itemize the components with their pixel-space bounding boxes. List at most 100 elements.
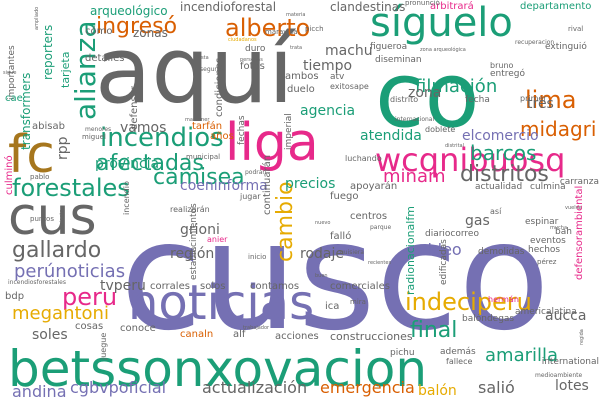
cloud-word: grioni [180, 221, 220, 238]
cloud-word: midagri [520, 116, 597, 141]
cloud-word: figueroa [370, 41, 408, 52]
cloud-word: hermán [488, 295, 519, 305]
cloud-word: maravilla [265, 28, 298, 37]
cloud-word: centros [350, 210, 388, 222]
cloud-word: provincia [95, 155, 160, 172]
cloud-word: miguel [82, 133, 106, 142]
cloud-word: entregó [490, 68, 526, 79]
cloud-word: international [541, 356, 599, 367]
cloud-word: contamos [250, 280, 300, 292]
cloud-word: diariocorreo [425, 228, 479, 239]
cloud-word: bah [555, 226, 572, 237]
cloud-word: balóndegas [462, 313, 515, 324]
cloud-word: acciones [275, 330, 319, 342]
cloud-word: alf [233, 328, 246, 340]
cloud-word: co [375, 43, 480, 149]
cloud-word: emergencia [320, 377, 415, 397]
cloud-word: incendiosforestales [8, 279, 66, 287]
cloud-word: defensor [129, 86, 140, 130]
cloud-word: megantoni [12, 303, 109, 325]
cloud-word: pichu [390, 347, 415, 358]
cloud-word: hechos [528, 244, 561, 255]
cloud-word: incendios [100, 122, 224, 153]
cloud-word: fotos [240, 60, 265, 72]
cloud-word: rodaje [300, 245, 344, 262]
cloud-word: regida [579, 329, 585, 345]
cloud-word: picch [305, 25, 324, 34]
cloud-word: vuelve [565, 204, 582, 211]
cloud-word: defensorambiental [574, 185, 585, 280]
cloud-word: nuevo [315, 219, 331, 226]
cloud-word: noticias [128, 274, 315, 331]
cloud-word: mantener [185, 116, 210, 123]
cloud-word: liga [225, 113, 319, 174]
cloud-word: ingresó [96, 13, 178, 39]
cloud-word: así [490, 207, 502, 217]
cloud-word: cae [5, 92, 23, 104]
cloud-word: betssonxovacion [8, 340, 428, 398]
cloud-word: pérez [537, 258, 557, 267]
cloud-word: tarfán [192, 120, 223, 132]
cloud-word: duro [245, 43, 266, 54]
cloud-word: jugar [240, 192, 261, 202]
cloud-word: luchando [345, 154, 382, 164]
cloud-word: duelo [287, 83, 315, 95]
cloud-word: fallece [446, 357, 473, 367]
cloud-word: realizarán [170, 205, 210, 215]
cloud-word: machu [325, 42, 373, 59]
cloud-word: continuarán [262, 154, 273, 215]
cloud-word: indeciperu [405, 288, 532, 317]
cloud-word: quisiera [340, 249, 364, 257]
cloud-word: filmación [415, 76, 498, 98]
cloud-word: pronunció [405, 0, 440, 8]
cloud-word: municipal [186, 153, 221, 162]
cloud-word: cómo [85, 25, 113, 37]
cloud-word: atv [330, 71, 345, 82]
cloud-word: aucca [545, 307, 587, 324]
cloud-word: vamos [120, 119, 167, 136]
cloud-word: americalatina [515, 306, 577, 317]
cloud-word: medioambiente [535, 372, 583, 380]
cloud-word: departamento [520, 0, 592, 12]
cloud-word: internacional [395, 116, 435, 124]
cloud-word: diseminan [375, 54, 422, 65]
cloud-word: tvperu [100, 277, 146, 294]
cloud-word: peru [62, 283, 118, 312]
cloud-word: segundo [200, 66, 226, 74]
cloud-word: mira [350, 298, 366, 307]
cloud-word: buen [315, 272, 328, 279]
cloud-word: inicio [248, 253, 267, 262]
cloud-word: cus [8, 187, 97, 248]
cloud-word: ambos [285, 70, 319, 82]
cloud-word: barcos [470, 140, 537, 165]
cloud-word: gas [465, 212, 490, 229]
cloud-word: podrán [245, 169, 267, 177]
cloud-word: bruno [490, 61, 514, 71]
cloud-word: rpp [55, 136, 71, 160]
cloud-word: recuperacion [515, 39, 555, 47]
cloud-word: arbitrará [430, 0, 474, 12]
cloud-word: lima [525, 86, 577, 115]
cloud-word: minam [383, 166, 446, 188]
cloud-word: puntos [30, 215, 54, 224]
cloud-word: distritos [460, 161, 549, 187]
cloud-word: precios [285, 175, 336, 192]
cloud-word: distrito [390, 95, 419, 105]
cloud-word: detalles [85, 52, 125, 64]
cloud-word: camisea [153, 164, 245, 190]
cloud-word: andina [12, 381, 67, 400]
cloud-word: imperial [284, 113, 294, 150]
cloud-word: apoyarán [350, 180, 398, 192]
cloud-word: cambio [273, 181, 298, 262]
cloud-word: incendioforestal [180, 0, 277, 15]
cloud-word: carranza [559, 176, 599, 187]
cloud-word: balón [418, 382, 457, 399]
cloud-word: coeninforma [180, 177, 268, 194]
cloud-word: amarilla [485, 345, 559, 367]
cloud-word: salió [478, 377, 515, 397]
cloud-word: zona arqueológica [420, 46, 466, 53]
cloud-word: extinguió [545, 41, 587, 52]
cloud-word: arqueológico [90, 4, 168, 19]
cloud-word: clandestinas [330, 0, 406, 15]
cloud-word: ica [325, 300, 340, 312]
